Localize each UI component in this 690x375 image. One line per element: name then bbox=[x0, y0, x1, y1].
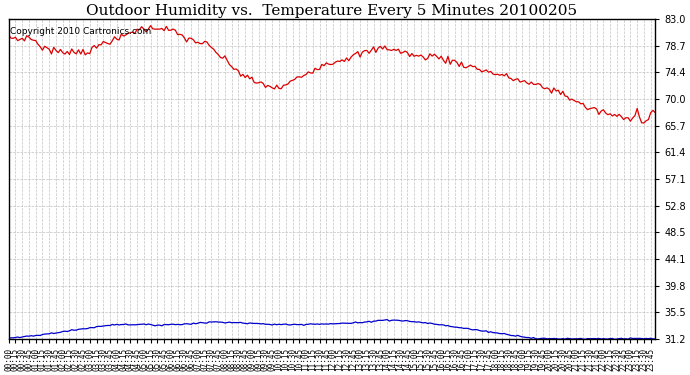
Title: Outdoor Humidity vs.  Temperature Every 5 Minutes 20100205: Outdoor Humidity vs. Temperature Every 5… bbox=[86, 4, 578, 18]
Text: Copyright 2010 Cartronics.com: Copyright 2010 Cartronics.com bbox=[10, 27, 151, 36]
